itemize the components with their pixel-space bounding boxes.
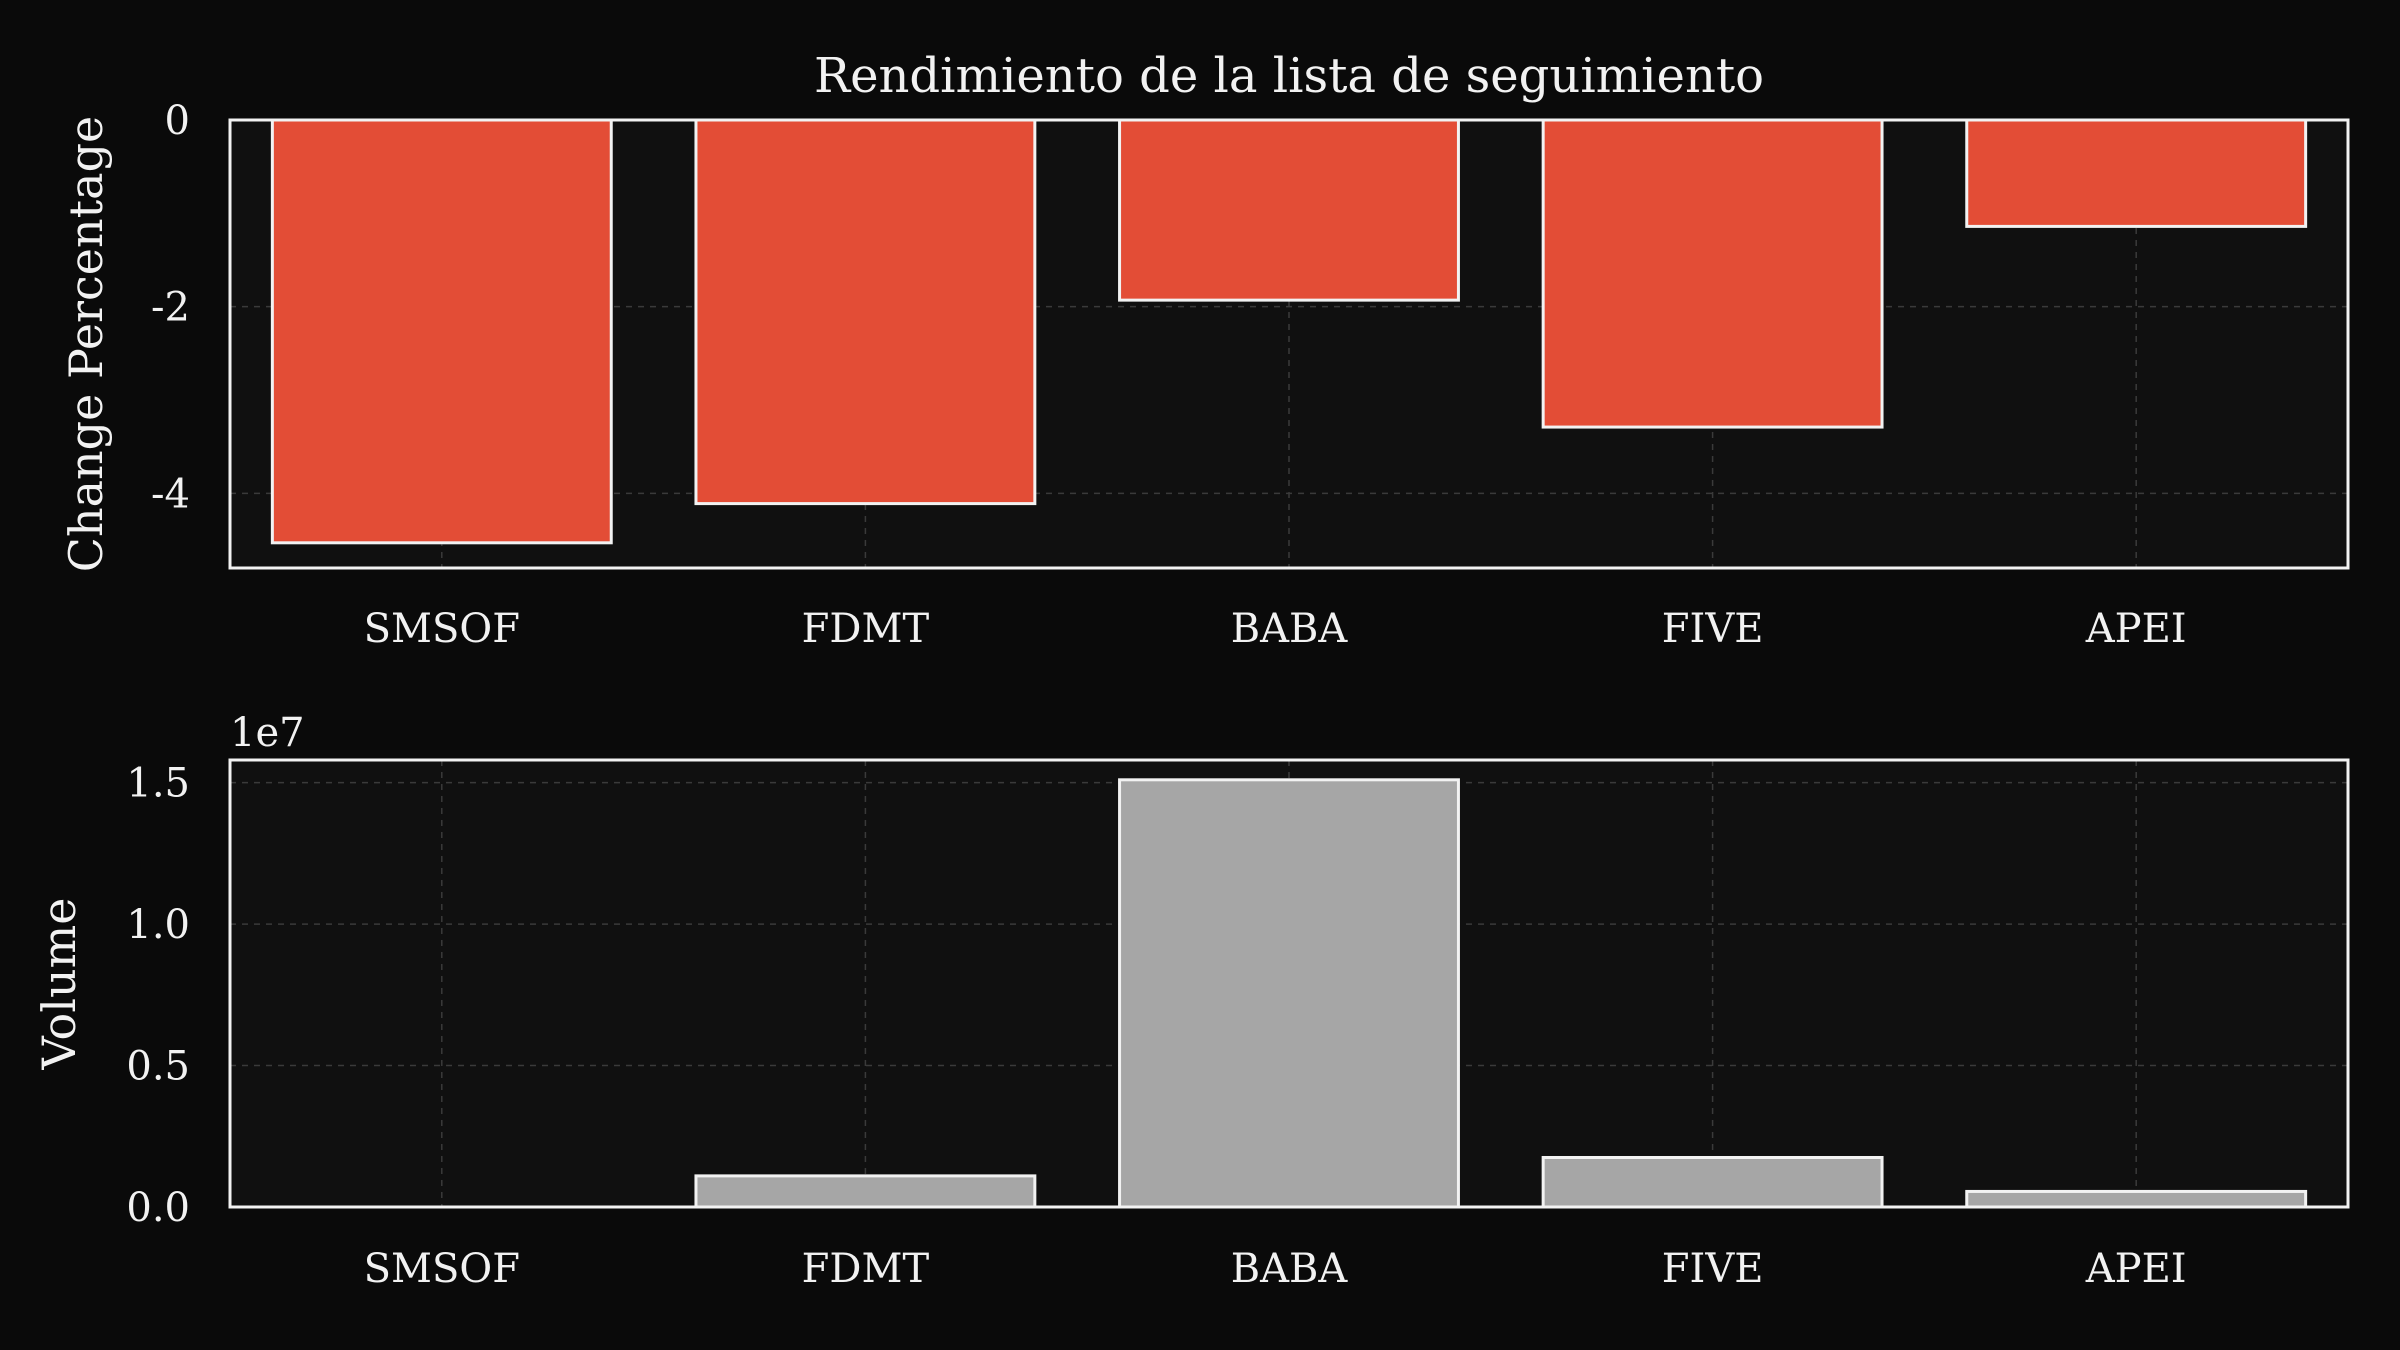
vol-bar-baba (1118, 778, 1460, 1209)
pct-ytick-label: -2 (151, 285, 190, 331)
vol-ytick-label: 0.5 (126, 1044, 190, 1090)
vol-offset-label: 1e7 (230, 710, 305, 756)
pct-xtick-label: FDMT (802, 606, 930, 652)
pct-bar-fdmt (694, 118, 1037, 506)
vol-plot-frame (228, 758, 2350, 1209)
vol-bar-apei (1965, 1189, 2308, 1209)
change-percentage-chart: 0 -2 -4 SMSOF FDMT BABA FIVE APEI Rendimiento de… (59, 48, 2350, 652)
pct-bar-five (1541, 118, 1884, 429)
pct-y-axis-label: Change Percentage (59, 116, 113, 572)
pct-xtick-label: BABA (1231, 606, 1349, 652)
vol-xtick-label: FIVE (1662, 1246, 1764, 1292)
pct-bar-baba (1118, 118, 1460, 302)
pct-ytick-label: -4 (151, 471, 190, 517)
pct-xtick-label: APEI (2085, 606, 2187, 652)
vol-y-axis-label: Volume (32, 898, 86, 1071)
pct-ytick-label: 0 (165, 98, 190, 144)
pct-chart-title: Rendimiento de la lista de seguimiento (814, 48, 1764, 104)
vol-xtick-label: APEI (2085, 1246, 2187, 1292)
volume-chart: 0.0 0.5 1.0 1.5 SMSOF FDMT BABA FIVE APEI Volume 1… (32, 710, 2350, 1292)
vol-ytick-label: 1.0 (126, 902, 190, 948)
pct-bar-apei (1965, 118, 2308, 228)
pct-bar-smsof (270, 118, 613, 545)
vol-xtick-label: SMSOF (364, 1246, 520, 1292)
pct-xtick-label: SMSOF (364, 606, 520, 652)
vol-ytick-label: 0.0 (126, 1185, 190, 1231)
vol-xtick-label: FDMT (802, 1246, 930, 1292)
pct-xtick-label: FIVE (1662, 606, 1764, 652)
vol-ytick-label: 1.5 (126, 761, 190, 807)
pct-plot-frame (228, 118, 2350, 570)
vol-xtick-label: BABA (1231, 1246, 1349, 1292)
vol-bar-five (1541, 1155, 1884, 1209)
vol-bar-fdmt (694, 1174, 1037, 1209)
